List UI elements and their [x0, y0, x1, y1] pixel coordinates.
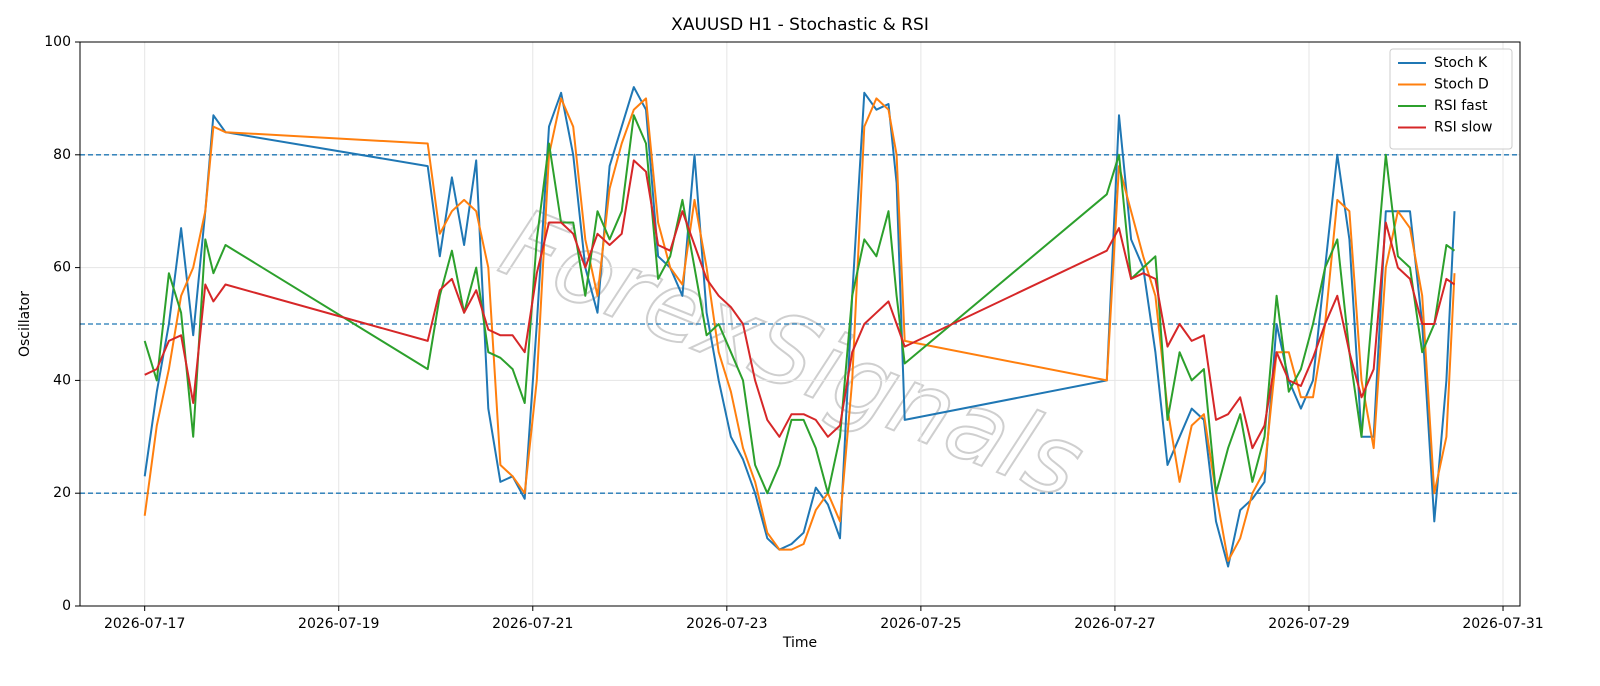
y-tick-label: 20: [53, 485, 71, 501]
y-tick-label: 0: [62, 598, 71, 614]
legend-label: RSI slow: [1434, 120, 1492, 136]
legend-label: Stoch K: [1434, 55, 1488, 71]
watermark: ForexSignals: [487, 187, 1098, 521]
x-tick-label: 2026-07-25: [880, 616, 961, 632]
chart-title: XAUUSD H1 - Stochastic & RSI: [671, 15, 929, 35]
y-tick-label: 100: [44, 34, 71, 50]
x-tick-label: 2026-07-31: [1462, 616, 1543, 632]
legend-box: [1389, 48, 1513, 150]
y-tick-label: 80: [53, 147, 71, 163]
series-line: [143, 86, 1456, 568]
x-tick-label: 2026-07-19: [298, 616, 379, 632]
legend-label: RSI fast: [1434, 98, 1488, 114]
x-tick-label: 2026-07-27: [1074, 616, 1155, 632]
series-line: [143, 97, 1456, 562]
plot-frame: [79, 41, 1521, 607]
x-tick-label: 2026-07-29: [1268, 616, 1349, 632]
y-tick-label: 40: [53, 372, 71, 388]
x-tick-label: 2026-07-23: [686, 616, 767, 632]
x-axis-label: Time: [782, 635, 817, 651]
x-tick-label: 2026-07-21: [492, 616, 573, 632]
y-tick-label: 60: [53, 260, 71, 276]
legend-label: Stoch D: [1434, 77, 1489, 93]
series-line: [144, 159, 1456, 450]
series-line: [143, 114, 1456, 495]
y-axis-label: Oscillator: [17, 291, 33, 357]
x-tick-label: 2026-07-17: [104, 616, 185, 632]
